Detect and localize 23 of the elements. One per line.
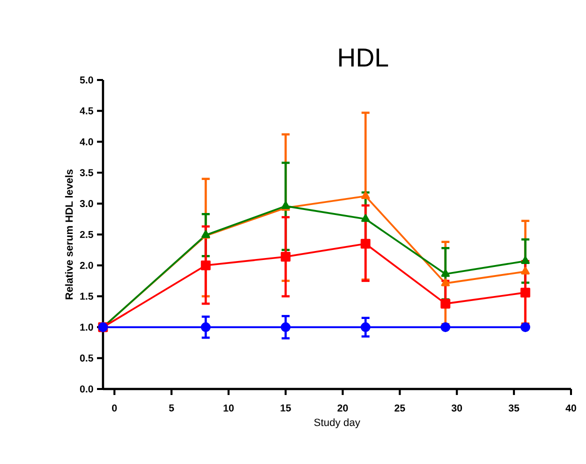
y-tick-label: 4.0 [80,138,94,146]
y-tick-label: 2.5 [80,230,94,238]
y-tick-label: 0.0 [80,385,94,393]
x-tick-label: 30 [452,404,462,412]
y-tick-label: 1.0 [80,324,94,331]
x-tick-label: 0 [112,404,117,412]
x-tick-label: 40 [566,404,576,412]
y-tick-label: 2.0 [80,262,94,269]
x-tick-label: 15 [280,404,291,412]
y-tick-label: 1.5 [80,292,94,300]
x-tick-label: 25 [394,404,406,412]
y-tick-label: 3.0 [80,200,94,208]
y-tick-label: 3.5 [80,169,94,176]
chart-title: HDL [339,48,388,66]
x-axis-title: Study day [314,418,360,428]
y-tick-label: 0.5 [80,354,94,362]
x-tick-label: 35 [508,404,520,412]
y-tick-label: 4.5 [80,107,94,114]
x-tick-label: 10 [224,404,234,412]
y-axis-title: Relative serum HDL levels [65,170,73,300]
y-tick-label: 5.0 [80,76,94,84]
x-tick-label: 5 [169,404,174,412]
x-tick-label: 20 [338,404,348,412]
